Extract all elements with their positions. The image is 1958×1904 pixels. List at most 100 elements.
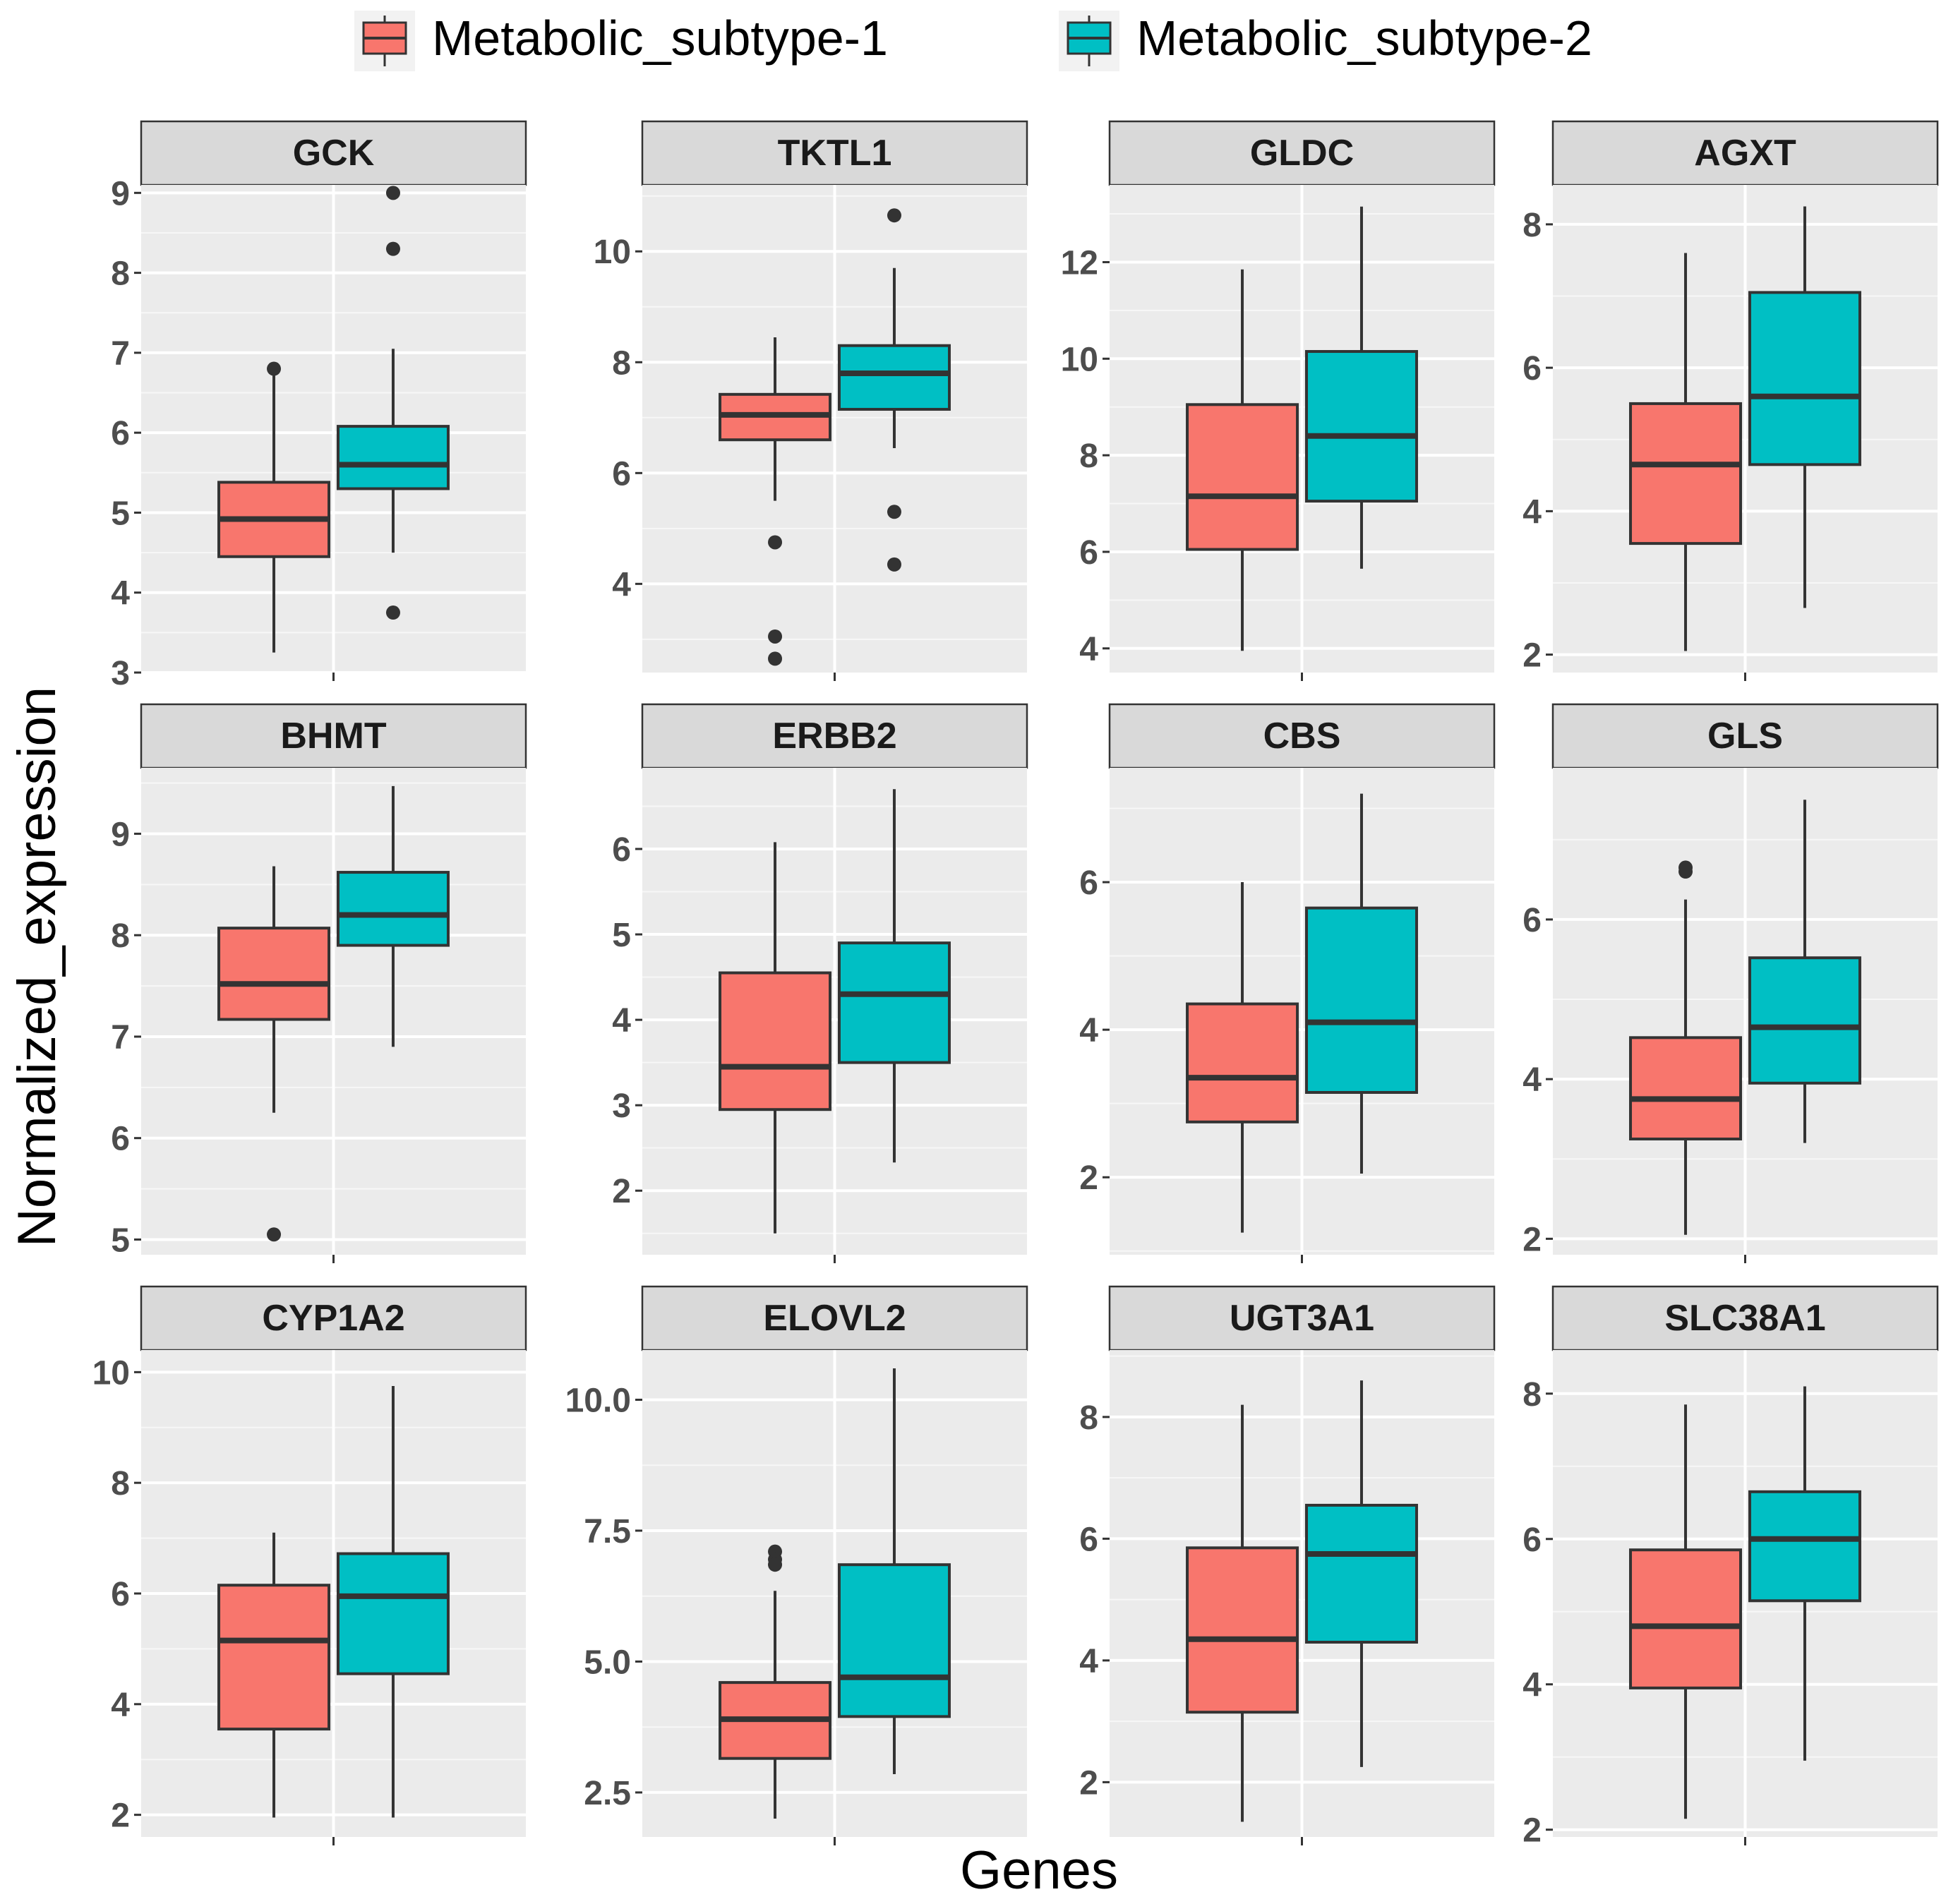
y-tick-label: 3 xyxy=(612,1087,631,1125)
iqr-box xyxy=(1186,1546,1299,1714)
y-tick-label: 6 xyxy=(612,831,631,869)
iqr-box xyxy=(217,927,331,1021)
iqr-box xyxy=(837,1563,951,1718)
facet-gls: GLS 2 4 6 xyxy=(1522,703,1939,1263)
outlier-point xyxy=(768,651,783,666)
facet-title-tktl1: TKTL1 xyxy=(778,133,892,174)
outlier-point xyxy=(1678,860,1693,875)
y-tick-label: 2 xyxy=(1522,637,1542,675)
y-tick-label: 10 xyxy=(92,1354,130,1392)
y-tick-label: 6 xyxy=(1079,534,1098,572)
facet-title-cyp1a2: CYP1A2 xyxy=(262,1298,404,1339)
facet-gck: GCK 3 4 5 6 7 8 9 xyxy=(111,120,527,692)
y-tick-label: 5 xyxy=(111,1222,130,1259)
facet-strip-elovl2 xyxy=(641,1285,1028,1351)
box-gck-subtype-2 xyxy=(336,186,450,620)
facet-ugt3a1: UGT3A1 2 4 6 8 xyxy=(1079,1285,1496,1845)
y-tick-label: 2 xyxy=(111,1797,130,1835)
y-tick-label: 10 xyxy=(1061,341,1098,378)
facet-strip-bhmt xyxy=(140,703,527,769)
facet-slc38a1: SLC38A1 2 4 6 8 xyxy=(1522,1285,1939,1850)
y-axis-title: Normalized_expression xyxy=(7,687,67,1247)
facet-strip-gck xyxy=(140,120,527,186)
outlier-point xyxy=(887,557,901,572)
box-gls-subtype-2 xyxy=(1748,800,1861,1143)
facet-strip-slc38a1 xyxy=(1551,1285,1939,1351)
box-slc38a1-subtype-1 xyxy=(1629,1404,1743,1819)
iqr-box xyxy=(1629,1548,1743,1689)
box-erbb2-subtype-2 xyxy=(837,789,951,1163)
outlier-point xyxy=(267,1227,282,1242)
box-cyp1a2-subtype-1 xyxy=(217,1532,331,1818)
outlier-point xyxy=(385,605,400,620)
y-tick-label: 7 xyxy=(111,335,130,373)
outlier-point xyxy=(768,629,783,644)
y-tick-label: 2.5 xyxy=(584,1775,631,1812)
facet-title-erbb2: ERBB2 xyxy=(772,716,896,757)
facet-gldc: GLDC 4 6 8 10 12 xyxy=(1061,120,1496,681)
box-ugt3a1-subtype-1 xyxy=(1186,1404,1299,1822)
facet-strip-ugt3a1 xyxy=(1108,1285,1496,1351)
y-tick-label: 6 xyxy=(111,1576,130,1613)
y-tick-label: 8 xyxy=(111,917,130,955)
iqr-box xyxy=(336,871,450,947)
y-tick-label: 6 xyxy=(1079,1521,1098,1558)
legend-label-subtype-2: Metabolic_subtype-2 xyxy=(1136,11,1592,66)
legend: Metabolic_subtype-1 Metabolic_subtype-2 xyxy=(354,11,1592,71)
iqr-box xyxy=(1629,1036,1743,1140)
facet-title-ugt3a1: UGT3A1 xyxy=(1230,1298,1374,1339)
y-tick-label: 6 xyxy=(111,415,130,452)
y-tick-label: 8 xyxy=(1079,438,1098,475)
facet-title-cbs: CBS xyxy=(1263,716,1341,757)
legend-entry-subtype-1: Metabolic_subtype-1 xyxy=(354,11,888,71)
y-tick-label: 5 xyxy=(612,917,631,954)
y-tick-label: 4 xyxy=(612,1002,631,1040)
outlier-point xyxy=(267,361,282,376)
iqr-box xyxy=(1748,956,1861,1085)
y-tick-label: 6 xyxy=(1079,864,1098,902)
facet-title-elovl2: ELOVL2 xyxy=(763,1298,906,1339)
facet-tktl1: TKTL1 4 6 8 10 xyxy=(594,120,1028,681)
iqr-box xyxy=(837,344,951,411)
y-tick-label: 2 xyxy=(1522,1221,1542,1258)
y-tick-label: 4 xyxy=(1079,1643,1098,1680)
outlier-point xyxy=(385,241,400,256)
x-axis-title: Genes xyxy=(960,1840,1118,1900)
iqr-box xyxy=(719,971,832,1111)
y-tick-label: 8 xyxy=(1522,207,1542,244)
facet-title-slc38a1: SLC38A1 xyxy=(1664,1298,1825,1339)
y-tick-label: 7 xyxy=(111,1019,130,1056)
box-cyp1a2-subtype-2 xyxy=(336,1385,450,1818)
facet-strip-erbb2 xyxy=(641,703,1028,769)
y-tick-label: 8 xyxy=(612,344,631,382)
iqr-box xyxy=(1304,350,1418,503)
box-gldc-subtype-1 xyxy=(1186,269,1299,651)
iqr-box xyxy=(1629,402,1743,546)
y-tick-label: 6 xyxy=(1522,1522,1542,1559)
box-cbs-subtype-1 xyxy=(1186,882,1299,1233)
iqr-box xyxy=(336,1552,450,1675)
legend-label-subtype-1: Metabolic_subtype-1 xyxy=(432,11,888,66)
facet-title-bhmt: BHMT xyxy=(280,716,386,757)
y-tick-label: 7.5 xyxy=(584,1513,631,1550)
facet-strip-cbs xyxy=(1108,703,1496,769)
y-tick-label: 4 xyxy=(111,1687,130,1724)
facet-strip-tktl1 xyxy=(641,120,1028,186)
iqr-box xyxy=(336,425,450,490)
box-agxt-subtype-2 xyxy=(1748,206,1861,608)
y-tick-label: 4 xyxy=(1522,493,1542,531)
box-tktl1-subtype-2 xyxy=(837,208,951,572)
outlier-point xyxy=(768,535,783,550)
box-ugt3a1-subtype-2 xyxy=(1304,1380,1418,1767)
y-tick-label: 9 xyxy=(111,816,130,853)
legend-entry-subtype-2: Metabolic_subtype-2 xyxy=(1059,11,1592,71)
box-bhmt-subtype-1 xyxy=(217,866,331,1242)
facet-cyp1a2: CYP1A2 2 4 6 8 10 xyxy=(92,1285,527,1845)
facet-elovl2: ELOVL2 2.5 5.0 7.5 10.0 xyxy=(565,1285,1028,1845)
box-gck-subtype-1 xyxy=(217,361,331,653)
y-tick-label: 6 xyxy=(1522,902,1542,939)
y-tick-label: 10.0 xyxy=(565,1382,631,1419)
facet-bhmt: BHMT 5 6 7 8 9 xyxy=(111,703,527,1263)
box-elovl2-subtype-1 xyxy=(719,1544,832,1819)
